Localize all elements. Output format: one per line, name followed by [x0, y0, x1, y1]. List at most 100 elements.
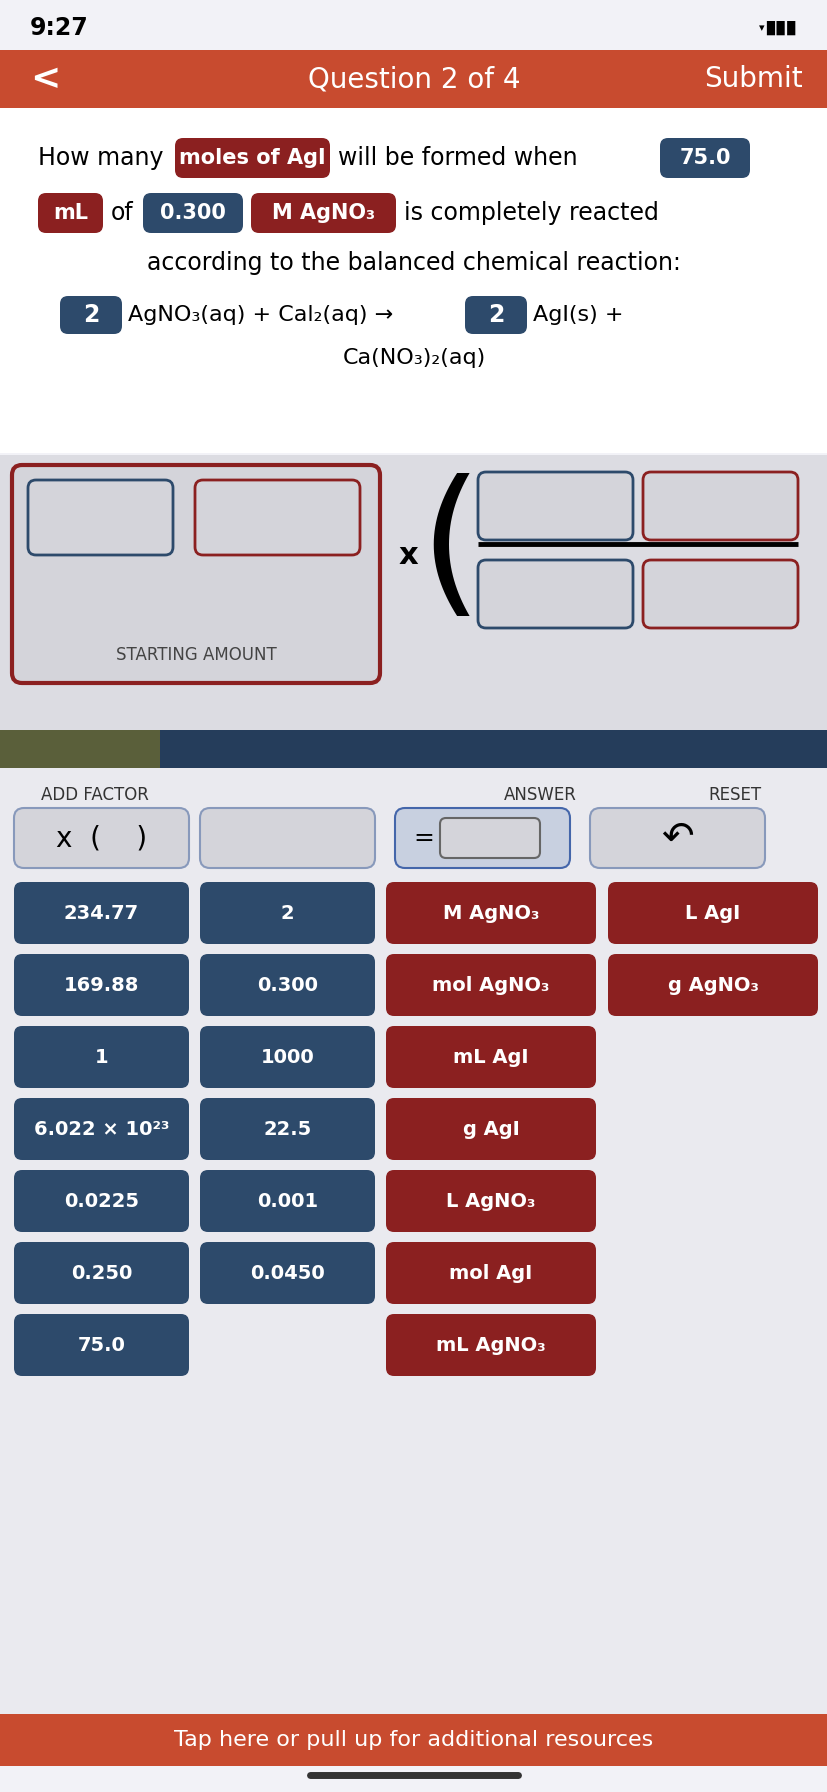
Text: mol AgI: mol AgI	[449, 1263, 532, 1283]
FancyBboxPatch shape	[14, 882, 189, 944]
FancyBboxPatch shape	[14, 1242, 189, 1305]
Text: according to the balanced chemical reaction:: according to the balanced chemical react…	[147, 251, 680, 274]
Text: Ca(NO₃)₂(aq): Ca(NO₃)₂(aq)	[342, 348, 485, 367]
Text: g AgI: g AgI	[462, 1120, 519, 1138]
Text: 0.300: 0.300	[160, 202, 226, 222]
FancyBboxPatch shape	[14, 1314, 189, 1376]
Text: moles of AgI: moles of AgI	[179, 149, 325, 168]
FancyBboxPatch shape	[14, 1170, 189, 1233]
FancyBboxPatch shape	[0, 50, 827, 108]
Text: ANSWER: ANSWER	[503, 787, 576, 805]
FancyBboxPatch shape	[477, 559, 632, 627]
FancyBboxPatch shape	[14, 953, 189, 1016]
FancyBboxPatch shape	[200, 1027, 375, 1088]
Text: ADD FACTOR: ADD FACTOR	[41, 787, 149, 805]
FancyBboxPatch shape	[0, 769, 827, 1733]
Text: 75.0: 75.0	[78, 1335, 125, 1355]
Text: Question 2 of 4: Question 2 of 4	[308, 65, 519, 93]
FancyBboxPatch shape	[28, 480, 173, 556]
Text: x: x	[398, 541, 418, 570]
Text: (: (	[418, 473, 480, 627]
Text: ▾: ▾	[758, 23, 764, 32]
Text: will be formed when: will be formed when	[337, 145, 577, 170]
FancyBboxPatch shape	[394, 808, 569, 867]
FancyBboxPatch shape	[38, 194, 103, 233]
FancyBboxPatch shape	[200, 1098, 375, 1159]
Text: ▊▊▊: ▊▊▊	[765, 22, 797, 36]
Text: M AgNO₃: M AgNO₃	[442, 903, 538, 923]
FancyBboxPatch shape	[0, 1713, 827, 1765]
Text: g AgNO₃: g AgNO₃	[667, 975, 758, 995]
Text: RESET: RESET	[708, 787, 761, 805]
Text: 2: 2	[487, 303, 504, 326]
Text: 169.88: 169.88	[64, 975, 139, 995]
Text: Submit: Submit	[704, 65, 802, 93]
FancyBboxPatch shape	[439, 817, 539, 858]
FancyBboxPatch shape	[659, 138, 749, 177]
FancyBboxPatch shape	[60, 296, 122, 333]
FancyBboxPatch shape	[0, 729, 160, 769]
Text: 2: 2	[83, 303, 99, 326]
Text: Tap here or pull up for additional resources: Tap here or pull up for additional resou…	[174, 1729, 653, 1751]
Text: 0.0450: 0.0450	[250, 1263, 324, 1283]
FancyBboxPatch shape	[251, 194, 395, 233]
Text: x  (    ): x ( )	[56, 824, 147, 851]
FancyBboxPatch shape	[590, 808, 764, 867]
Text: 75.0: 75.0	[678, 149, 730, 168]
FancyBboxPatch shape	[385, 1314, 595, 1376]
FancyBboxPatch shape	[174, 138, 330, 177]
FancyBboxPatch shape	[160, 729, 827, 769]
FancyBboxPatch shape	[607, 882, 817, 944]
Text: ↶: ↶	[661, 819, 693, 857]
Text: 2: 2	[280, 903, 294, 923]
Text: 1000: 1000	[261, 1048, 314, 1066]
Text: 1: 1	[94, 1048, 108, 1066]
Text: 6.022 × 10²³: 6.022 × 10²³	[34, 1120, 169, 1138]
FancyBboxPatch shape	[143, 194, 242, 233]
FancyBboxPatch shape	[200, 808, 375, 867]
FancyBboxPatch shape	[195, 480, 360, 556]
FancyBboxPatch shape	[0, 455, 827, 729]
FancyBboxPatch shape	[0, 108, 827, 453]
FancyBboxPatch shape	[200, 1170, 375, 1233]
FancyBboxPatch shape	[200, 882, 375, 944]
FancyBboxPatch shape	[385, 1242, 595, 1305]
Text: L AgI: L AgI	[685, 903, 739, 923]
FancyBboxPatch shape	[385, 1170, 595, 1233]
FancyBboxPatch shape	[385, 953, 595, 1016]
Text: AgNO₃(aq) + Cal₂(aq) →: AgNO₃(aq) + Cal₂(aq) →	[128, 305, 393, 324]
FancyBboxPatch shape	[643, 559, 797, 627]
Text: <: <	[30, 63, 60, 97]
FancyBboxPatch shape	[607, 953, 817, 1016]
FancyBboxPatch shape	[12, 464, 380, 683]
Text: mL: mL	[53, 202, 88, 222]
FancyBboxPatch shape	[643, 471, 797, 539]
Text: M AgNO₃: M AgNO₃	[271, 202, 375, 222]
Text: mL AgNO₃: mL AgNO₃	[436, 1335, 545, 1355]
Text: How many: How many	[38, 145, 163, 170]
Text: mL AgI: mL AgI	[452, 1048, 528, 1066]
Text: AgI(s) +: AgI(s) +	[533, 305, 623, 324]
Text: L AgNO₃: L AgNO₃	[446, 1192, 535, 1211]
Text: 0.300: 0.300	[256, 975, 318, 995]
Text: is completely reacted: is completely reacted	[404, 201, 658, 226]
Text: 0.250: 0.250	[71, 1263, 132, 1283]
FancyBboxPatch shape	[14, 1098, 189, 1159]
Text: 22.5: 22.5	[263, 1120, 311, 1138]
Text: 0.0225: 0.0225	[64, 1192, 139, 1211]
Text: =: =	[413, 826, 433, 849]
FancyBboxPatch shape	[385, 1098, 595, 1159]
FancyBboxPatch shape	[200, 1242, 375, 1305]
FancyBboxPatch shape	[14, 808, 189, 867]
Text: 9:27: 9:27	[30, 16, 88, 39]
FancyBboxPatch shape	[465, 296, 526, 333]
Text: mol AgNO₃: mol AgNO₃	[432, 975, 549, 995]
FancyBboxPatch shape	[385, 882, 595, 944]
Text: 234.77: 234.77	[64, 903, 139, 923]
Text: of: of	[111, 201, 134, 226]
FancyBboxPatch shape	[385, 1027, 595, 1088]
FancyBboxPatch shape	[14, 1027, 189, 1088]
FancyBboxPatch shape	[477, 471, 632, 539]
Text: STARTING AMOUNT: STARTING AMOUNT	[116, 645, 276, 665]
Text: 0.001: 0.001	[256, 1192, 318, 1211]
